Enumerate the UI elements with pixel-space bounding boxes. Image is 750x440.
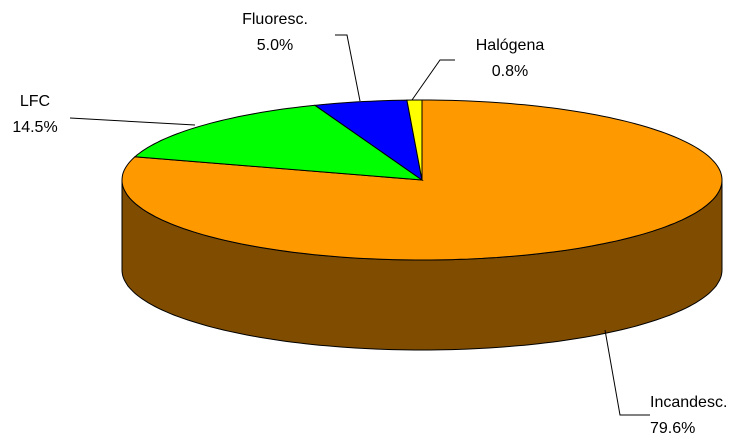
leader-line: [69, 117, 196, 126]
slice-value-label: 0.8%: [492, 63, 528, 80]
leader-line: [411, 59, 455, 101]
slice-label: LFC: [20, 93, 50, 110]
pie-slice: [406, 99, 423, 181]
pie-slice: [313, 99, 423, 182]
slice-label: Incandesc.: [650, 394, 727, 411]
slice-label: Halógena: [476, 37, 545, 54]
slice-value-label: 14.5%: [12, 119, 57, 136]
slice-label: Fluoresc.: [242, 11, 308, 28]
leader-line: [335, 34, 361, 102]
slice-value-label: 5.0%: [257, 37, 293, 54]
leader-line: [604, 329, 650, 416]
pie-slice: [133, 104, 424, 181]
slice-value-label: 79.6%: [650, 420, 695, 437]
